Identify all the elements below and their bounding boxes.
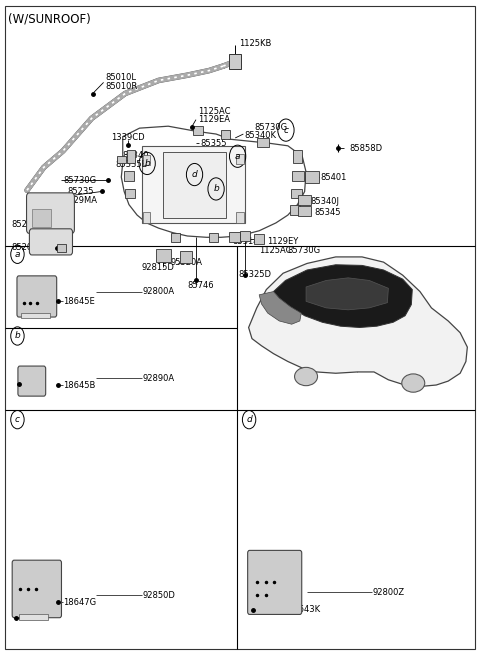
- Bar: [240, 231, 250, 240]
- Bar: [292, 171, 304, 181]
- Ellipse shape: [402, 374, 425, 392]
- Text: 18647G: 18647G: [63, 597, 96, 607]
- Text: 1129EA: 1129EA: [198, 115, 230, 124]
- Bar: [143, 212, 151, 223]
- Text: 1125AC: 1125AC: [259, 246, 292, 255]
- Bar: [19, 614, 48, 620]
- Text: d: d: [246, 415, 252, 424]
- Text: 85345: 85345: [315, 208, 341, 217]
- FancyBboxPatch shape: [12, 560, 61, 618]
- Text: 18645B: 18645B: [63, 381, 96, 390]
- FancyBboxPatch shape: [26, 193, 74, 233]
- Bar: [192, 126, 203, 135]
- Text: 85340K: 85340K: [245, 132, 277, 140]
- Text: 85010L: 85010L: [105, 73, 136, 83]
- Text: 85314: 85314: [232, 236, 259, 246]
- Bar: [163, 153, 226, 217]
- Text: d: d: [192, 170, 197, 179]
- Text: c: c: [284, 126, 288, 135]
- Text: b: b: [213, 185, 219, 193]
- Bar: [32, 208, 51, 227]
- Text: 85730G: 85730G: [288, 246, 321, 255]
- FancyBboxPatch shape: [248, 550, 302, 614]
- Text: 85730G: 85730G: [63, 176, 96, 185]
- Bar: [180, 251, 192, 263]
- Polygon shape: [259, 291, 301, 324]
- Bar: [124, 171, 134, 181]
- Ellipse shape: [295, 367, 318, 386]
- Text: 1129EY: 1129EY: [267, 236, 298, 246]
- Text: 1125AC: 1125AC: [198, 107, 230, 116]
- Bar: [143, 155, 151, 166]
- Text: b: b: [14, 331, 20, 341]
- Bar: [299, 206, 311, 216]
- Bar: [127, 150, 135, 163]
- FancyBboxPatch shape: [17, 276, 57, 317]
- Bar: [117, 156, 126, 164]
- Text: 85340J: 85340J: [310, 197, 339, 206]
- Bar: [298, 195, 312, 205]
- Polygon shape: [306, 278, 388, 310]
- Bar: [236, 154, 244, 164]
- FancyBboxPatch shape: [29, 229, 72, 255]
- Text: 92890A: 92890A: [143, 374, 175, 383]
- Bar: [293, 150, 302, 163]
- Bar: [170, 233, 180, 242]
- Text: 18645E: 18645E: [63, 297, 95, 306]
- Bar: [290, 205, 300, 215]
- Bar: [209, 233, 218, 242]
- Text: 85202A: 85202A: [11, 219, 43, 229]
- Text: 85235: 85235: [68, 187, 94, 196]
- Bar: [257, 138, 269, 147]
- Text: 95520A: 95520A: [170, 257, 203, 267]
- Text: 1339CD: 1339CD: [111, 134, 144, 142]
- Text: 85340: 85340: [123, 151, 149, 160]
- Bar: [21, 313, 49, 318]
- Text: 85201A: 85201A: [11, 243, 43, 252]
- Bar: [156, 249, 170, 262]
- Text: 85401: 85401: [321, 173, 347, 181]
- Text: b: b: [144, 159, 150, 168]
- Bar: [57, 244, 66, 252]
- FancyBboxPatch shape: [18, 366, 46, 396]
- Text: (W/SUNROOF): (W/SUNROOF): [8, 12, 91, 26]
- Polygon shape: [249, 257, 468, 386]
- Text: 85355: 85355: [201, 139, 227, 147]
- Text: 92815D: 92815D: [142, 263, 175, 272]
- Text: 85746: 85746: [187, 280, 214, 290]
- Text: 92850D: 92850D: [143, 591, 175, 600]
- Bar: [143, 146, 245, 223]
- Text: 85325D: 85325D: [239, 270, 272, 279]
- Text: a: a: [235, 152, 240, 160]
- Bar: [221, 130, 230, 140]
- Text: 92800A: 92800A: [143, 287, 175, 296]
- Bar: [229, 54, 241, 69]
- Bar: [291, 189, 302, 198]
- Text: 85730G: 85730G: [254, 123, 288, 132]
- Bar: [125, 189, 135, 198]
- Text: c: c: [15, 415, 20, 424]
- Text: 1125KB: 1125KB: [239, 39, 271, 48]
- Text: a: a: [15, 250, 20, 259]
- Bar: [254, 234, 264, 244]
- Text: 18643K: 18643K: [288, 605, 320, 614]
- Bar: [236, 212, 244, 223]
- Text: 85858D: 85858D: [349, 144, 382, 153]
- Polygon shape: [274, 265, 412, 328]
- Bar: [305, 172, 319, 183]
- Text: 85010R: 85010R: [105, 82, 137, 91]
- Bar: [229, 233, 240, 242]
- Text: 1229MA: 1229MA: [63, 196, 97, 204]
- Text: 85335B: 85335B: [116, 160, 148, 168]
- Text: 92800Z: 92800Z: [372, 588, 405, 597]
